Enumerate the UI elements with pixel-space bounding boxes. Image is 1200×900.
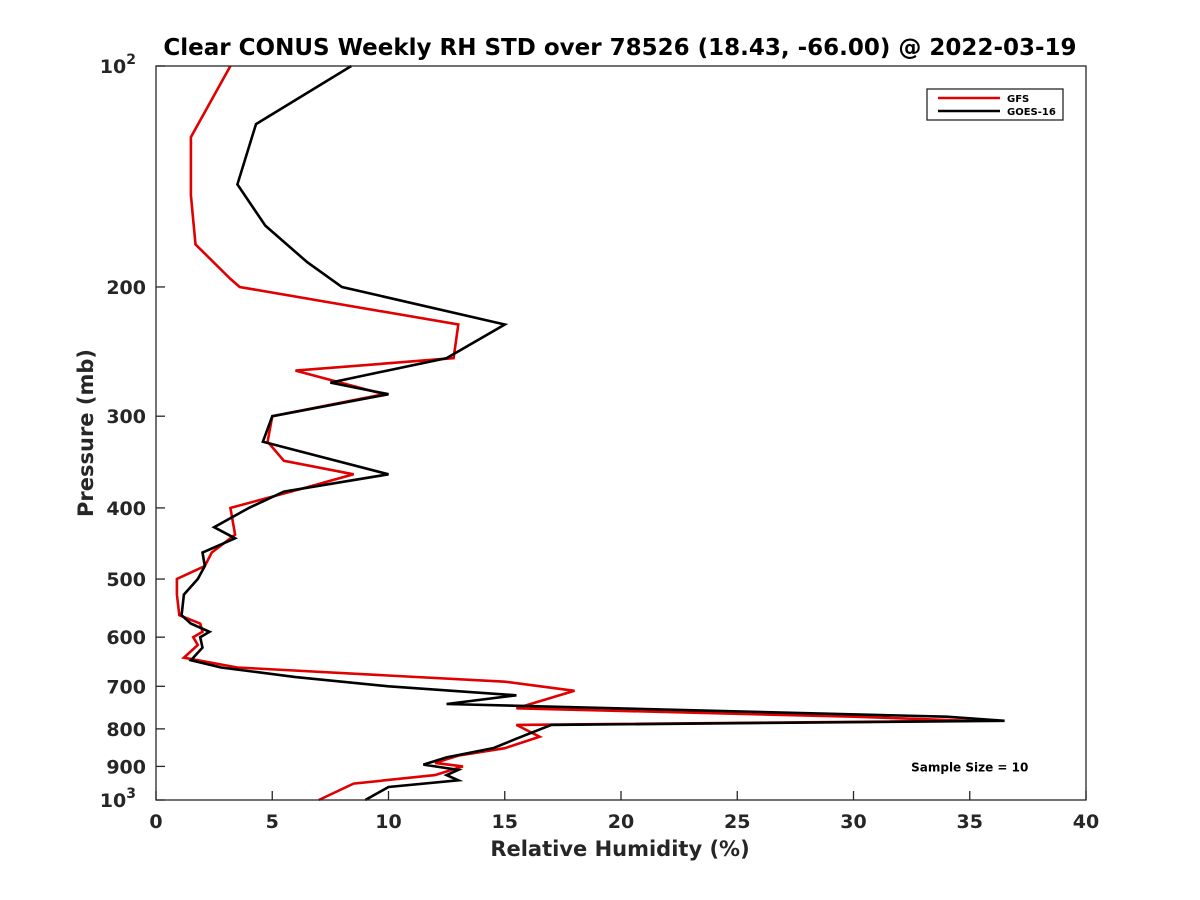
series-layer	[175, 64, 1005, 802]
x-tick-label: 40	[1073, 811, 1099, 833]
x-tick-label: 5	[266, 811, 279, 833]
y-tick-label: 400	[106, 498, 146, 520]
x-axis-ticks: 0 5 10 15 20 25 30 35 40	[149, 791, 1099, 833]
y-tick-label: 500	[106, 569, 146, 591]
x-tick-label: 25	[724, 811, 750, 833]
y-axis-label: Pressure (mb)	[74, 349, 98, 517]
y-tick-label: 800	[106, 719, 146, 741]
chart-title: Clear CONUS Weekly RH STD over 78526 (18…	[163, 35, 1076, 61]
y-tick-label: 300	[106, 406, 146, 428]
x-tick-label: 35	[957, 811, 983, 833]
legend-box	[926, 88, 1064, 121]
y-tick-label: 600	[106, 627, 146, 649]
y-tick-label: 102	[100, 52, 136, 78]
legend-label: GFS	[1007, 94, 1029, 105]
x-tick-label: 15	[492, 811, 518, 833]
annotation-sample-size: Sample Size = 10	[911, 760, 1028, 774]
annotations: Sample Size = 10	[911, 760, 1028, 774]
y-axis-ticks: 102 200 300 400 500 600 700 800 900 103	[100, 52, 165, 812]
axes-box	[155, 65, 1087, 801]
x-tick-label: 20	[608, 811, 634, 833]
y-tick-label: 200	[106, 277, 146, 299]
y-tick-label: 900	[106, 756, 146, 778]
series-line-goes-16	[180, 64, 1005, 802]
legend-label: GOES-16	[1007, 107, 1056, 118]
x-tick-label: 0	[149, 811, 162, 833]
x-tick-label: 30	[840, 811, 866, 833]
legend: GFS GOES-16	[926, 88, 1064, 121]
x-tick-label: 10	[375, 811, 401, 833]
y-tick-label: 103	[100, 786, 136, 812]
x-axis-label: Relative Humidity (%)	[490, 837, 749, 861]
y-tick-label: 700	[106, 676, 146, 698]
